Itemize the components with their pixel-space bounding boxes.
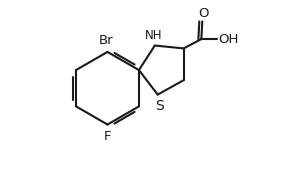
Text: O: O	[198, 7, 209, 20]
Text: S: S	[155, 99, 164, 113]
Text: F: F	[104, 130, 111, 143]
Text: OH: OH	[218, 33, 239, 46]
Text: NH: NH	[145, 29, 163, 42]
Text: Br: Br	[98, 34, 113, 47]
